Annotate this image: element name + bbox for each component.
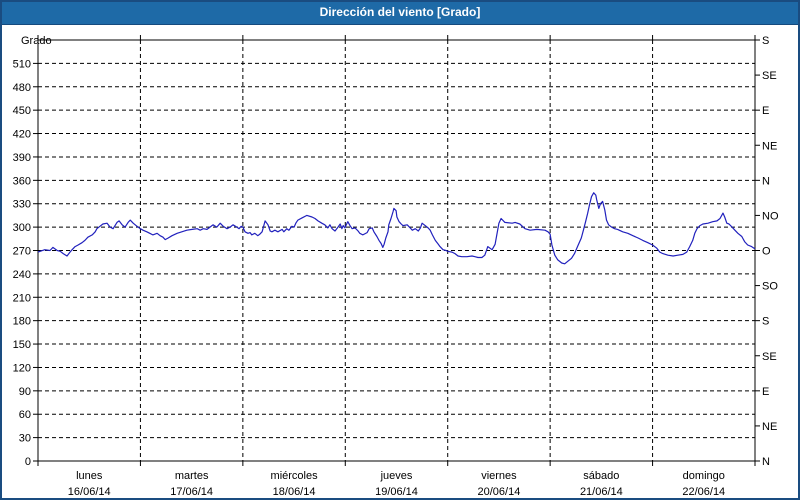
window-title-bar: Dirección del viento [Grado] xyxy=(2,2,798,25)
compass-axis-label: SO xyxy=(762,281,778,293)
y-axis-tick-label: 240 xyxy=(13,269,31,281)
y-axis-tick-label: 120 xyxy=(13,362,31,374)
y-axis-tick-label: 420 xyxy=(13,129,31,141)
compass-axis-label: S xyxy=(762,35,769,47)
chart-svg: Grado 0 30 60 90 120 150 180 210 240 270 300 330 360… xyxy=(13,35,779,498)
y-axis-tick-label: 510 xyxy=(13,58,31,70)
y-axis-tick-label: 480 xyxy=(13,82,31,94)
x-axis-date-label: 18/06/14 xyxy=(273,486,316,498)
y-axis-tick-label: 30 xyxy=(19,433,31,445)
plot-border xyxy=(37,39,756,462)
x-axis-date-label: 19/06/14 xyxy=(375,486,418,498)
y-axis-tick-label: 450 xyxy=(13,105,31,117)
y-axis-tick-label: 180 xyxy=(13,316,31,328)
chart-area: Grado 0 30 60 90 120 150 180 210 240 270 300 330 360… xyxy=(2,25,798,498)
y-axis-tick-label: 210 xyxy=(13,292,31,304)
x-axis-day-label: domingo xyxy=(683,470,725,482)
compass-axis-label: E xyxy=(762,105,769,117)
y-axis-tick-label: 270 xyxy=(13,246,31,258)
y-axis-tick-label: 90 xyxy=(19,386,31,398)
x-axis-date-label: 16/06/14 xyxy=(68,486,111,498)
y-axis-tick-label: 330 xyxy=(13,199,31,211)
x-axis-date-label: 17/06/14 xyxy=(170,486,213,498)
window-title: Dirección del viento [Grado] xyxy=(319,5,481,19)
wind-direction-series-line xyxy=(37,192,756,265)
compass-axis-label: S xyxy=(762,316,769,328)
x-axis-day-label: sábado xyxy=(583,470,619,482)
x-axis-day-label: jueves xyxy=(380,470,413,482)
chart-generated: 0 30 60 90 120 150 180 210 240 270 300 330 360 390 420… xyxy=(13,35,779,498)
y-axis-tick-label: 60 xyxy=(19,409,31,421)
compass-axis-label: E xyxy=(762,386,769,398)
x-axis-date-label: 22/06/14 xyxy=(682,486,725,498)
compass-axis-label: NE xyxy=(762,140,777,152)
x-axis-day-label: miércoles xyxy=(271,470,319,482)
compass-axis-label: SE xyxy=(762,70,777,82)
x-axis-day-label: martes xyxy=(175,470,209,482)
y-axis-tick-label: 390 xyxy=(13,152,31,164)
y-axis-title: Grado xyxy=(21,35,52,47)
compass-axis-label: N xyxy=(762,456,770,468)
y-axis-tick-label: 150 xyxy=(13,339,31,351)
y-axis-tick-label: 300 xyxy=(13,222,31,234)
y-axis-tick-label: 360 xyxy=(13,175,31,187)
compass-axis-label: N xyxy=(762,175,770,187)
compass-axis-label: SE xyxy=(762,351,777,363)
x-axis-day-label: lunes xyxy=(76,470,103,482)
x-axis-date-label: 21/06/14 xyxy=(580,486,623,498)
compass-axis-label: O xyxy=(762,246,771,258)
y-axis-tick-label: 0 xyxy=(25,456,31,468)
compass-axis-label: NO xyxy=(762,210,779,222)
x-axis-day-label: viernes xyxy=(481,470,517,482)
compass-axis-label: NE xyxy=(762,421,777,433)
x-axis-date-label: 20/06/14 xyxy=(478,486,521,498)
